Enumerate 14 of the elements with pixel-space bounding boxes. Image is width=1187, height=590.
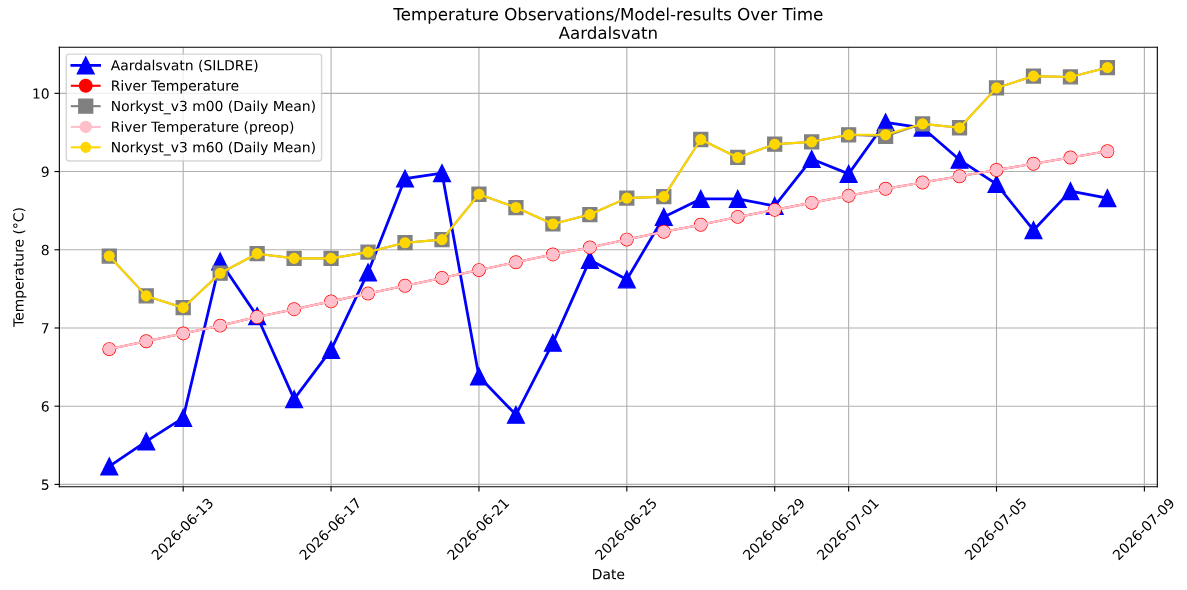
y-axis-title: Temperature (°C) bbox=[12, 208, 27, 327]
y-tick-label: 8 bbox=[41, 244, 49, 256]
y-tick-label: 6 bbox=[41, 401, 49, 412]
legend-label: Norkyst_v3 m00 (Daily Mean) bbox=[112, 100, 315, 115]
legend-label: Aardalsvatn (SILDRE) bbox=[110, 59, 258, 73]
y-tick-label: 9 bbox=[41, 166, 49, 178]
y-tick-label: 5 bbox=[41, 479, 49, 490]
y-tick-label: 10 bbox=[33, 88, 49, 99]
y-tick-label: 7 bbox=[41, 323, 49, 334]
x-axis-title: Date bbox=[593, 569, 625, 580]
legend-label: River Temperature (preop) bbox=[112, 121, 294, 135]
legend-label: River Temperature bbox=[112, 80, 239, 94]
legend-label: Norkyst_v3 m60 (Daily Mean) bbox=[112, 141, 315, 156]
chart-title: Temperature Observations/Model-results Over Time Aardalsvatn bbox=[393, 7, 823, 40]
